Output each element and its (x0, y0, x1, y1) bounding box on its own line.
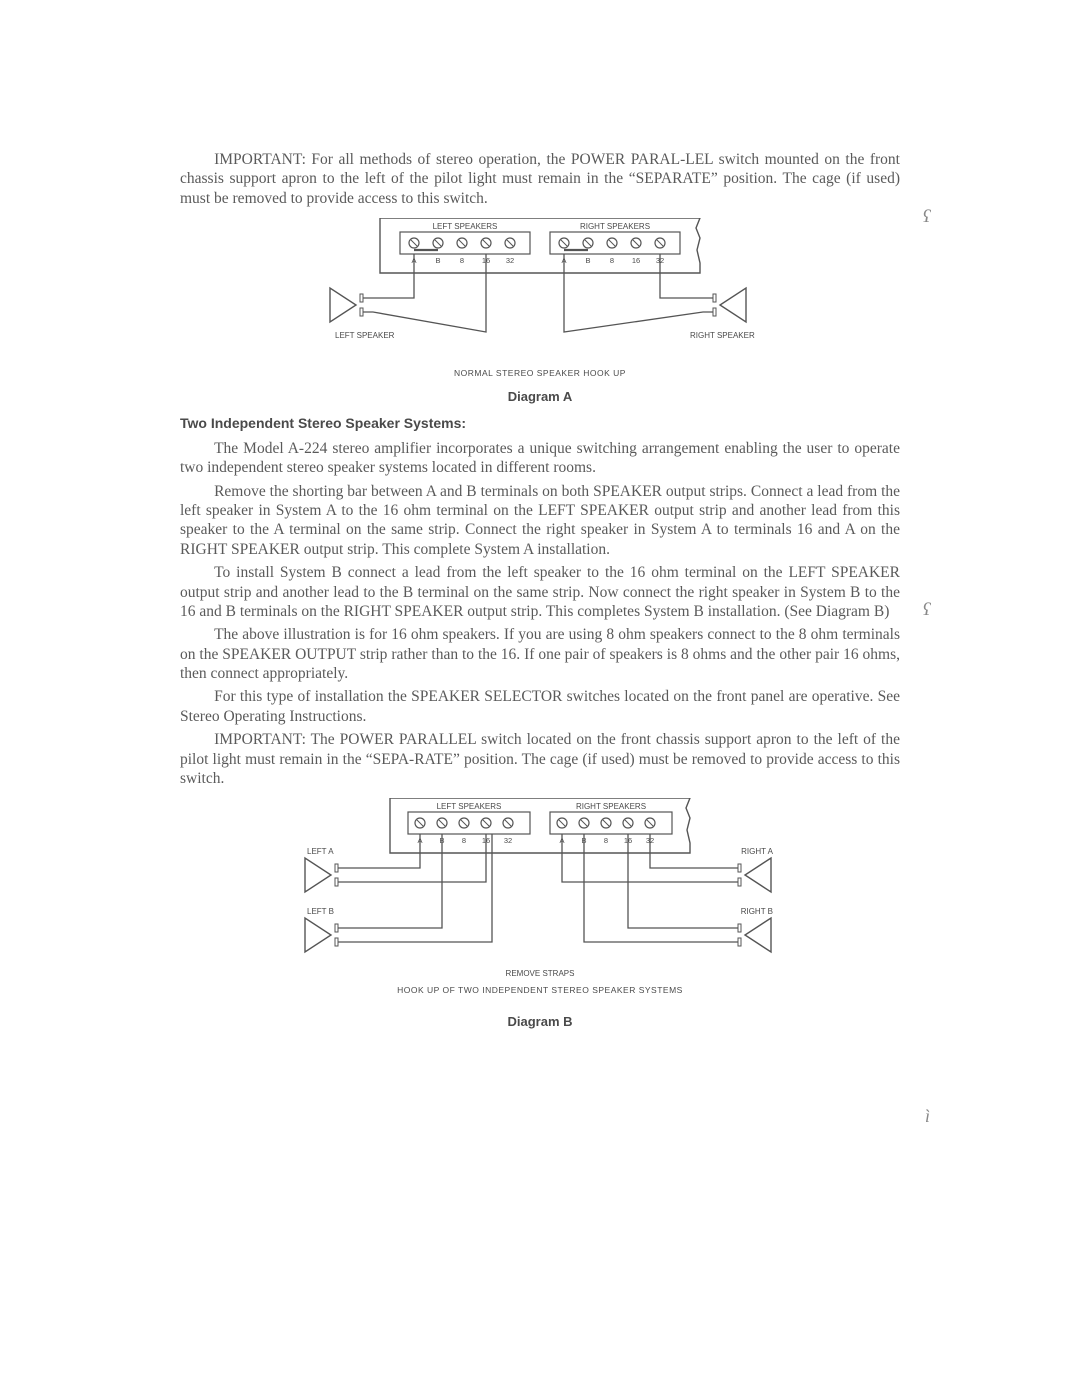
svg-text:LEFT SPEAKERS: LEFT SPEAKERS (433, 222, 498, 231)
svg-text:RIGHT B: RIGHT B (741, 907, 773, 916)
margin-mark-3: ì (925, 1105, 930, 1128)
svg-text:32: 32 (504, 836, 512, 845)
svg-text:RIGHT SPEAKERS: RIGHT SPEAKERS (580, 222, 650, 231)
svg-text:NORMAL STEREO SPEAKER HOOK UP: NORMAL STEREO SPEAKER HOOK UP (454, 368, 626, 378)
diagram-b-caption: Diagram B (180, 1014, 900, 1030)
diagram-a-caption: Diagram A (180, 389, 900, 405)
margin-mark-1: ʕ (923, 205, 930, 228)
svg-text:B: B (435, 256, 440, 265)
document-page: IMPORTANT: For all methods of stereo ope… (0, 0, 1080, 1397)
paragraph-4: To install System B connect a lead from … (180, 563, 900, 621)
svg-text:HOOK UP OF TWO INDEPENDENT STE: HOOK UP OF TWO INDEPENDENT STEREO SPEAKE… (397, 985, 683, 995)
paragraph-2: The Model A-224 stereo amplifier incorpo… (180, 439, 900, 478)
svg-text:B: B (585, 256, 590, 265)
svg-text:8: 8 (462, 836, 466, 845)
diagram-b-svg: LEFT SPEAKERSAB81632RIGHT SPEAKERSAB8163… (300, 798, 780, 1008)
paragraph-5: The above illustration is for 16 ohm spe… (180, 625, 900, 683)
svg-text:8: 8 (604, 836, 608, 845)
diagram-b: LEFT SPEAKERSAB81632RIGHT SPEAKERSAB8163… (300, 798, 780, 1008)
paragraph-important-1: IMPORTANT: For all methods of stereo ope… (180, 150, 900, 208)
svg-text:LEFT B: LEFT B (307, 907, 334, 916)
diagram-a-svg: LEFT SPEAKERSAB81632RIGHT SPEAKERSAB8163… (325, 218, 755, 383)
svg-text:LEFT A: LEFT A (307, 847, 334, 856)
paragraph-important-2: IMPORTANT: The POWER PARALLEL switch loc… (180, 730, 900, 788)
svg-text:RIGHT SPEAKER: RIGHT SPEAKER (690, 331, 755, 340)
svg-text:16: 16 (632, 256, 640, 265)
svg-text:8: 8 (610, 256, 614, 265)
svg-text:32: 32 (506, 256, 514, 265)
paragraph-6: For this type of installation the SPEAKE… (180, 687, 900, 726)
paragraph-3: Remove the shorting bar between A and B … (180, 482, 900, 560)
svg-text:8: 8 (460, 256, 464, 265)
svg-text:REMOVE STRAPS: REMOVE STRAPS (506, 969, 575, 978)
diagram-a: LEFT SPEAKERSAB81632RIGHT SPEAKERSAB8163… (325, 218, 755, 383)
svg-text:RIGHT SPEAKERS: RIGHT SPEAKERS (576, 802, 646, 811)
svg-text:LEFT SPEAKER: LEFT SPEAKER (335, 331, 395, 340)
svg-text:LEFT SPEAKERS: LEFT SPEAKERS (437, 802, 502, 811)
svg-text:RIGHT A: RIGHT A (741, 847, 774, 856)
section-heading: Two Independent Stereo Speaker Systems: (180, 415, 900, 433)
margin-mark-2: ʕ (923, 598, 930, 621)
